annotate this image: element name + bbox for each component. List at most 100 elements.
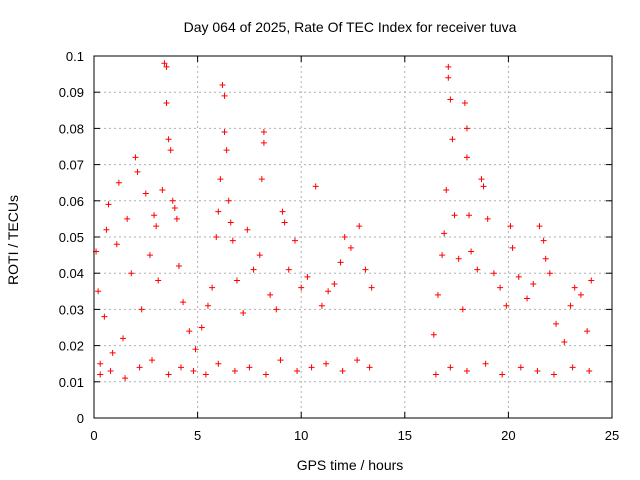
data-point bbox=[161, 60, 168, 67]
data-point bbox=[432, 371, 439, 378]
data-point bbox=[497, 284, 504, 291]
data-point bbox=[439, 252, 446, 259]
data-point bbox=[530, 281, 537, 288]
data-point bbox=[155, 277, 162, 284]
data-point bbox=[337, 259, 344, 266]
data-point bbox=[167, 147, 174, 154]
data-point bbox=[142, 190, 149, 197]
data-point bbox=[120, 335, 127, 342]
data-point bbox=[550, 371, 557, 378]
data-point bbox=[132, 154, 139, 161]
data-point bbox=[159, 186, 166, 193]
y-tick-label: 0.05 bbox=[59, 230, 84, 245]
x-tick-label: 25 bbox=[605, 428, 619, 443]
data-point bbox=[463, 154, 470, 161]
data-point bbox=[434, 291, 441, 298]
data-point bbox=[459, 306, 466, 313]
x-tick-label: 0 bbox=[90, 428, 97, 443]
data-point bbox=[209, 284, 216, 291]
data-point bbox=[175, 262, 182, 269]
data-point bbox=[466, 212, 473, 219]
data-point bbox=[490, 270, 497, 277]
data-point bbox=[260, 139, 267, 146]
data-point bbox=[507, 223, 514, 230]
data-point bbox=[146, 252, 153, 259]
x-tick-label: 10 bbox=[294, 428, 308, 443]
data-point bbox=[588, 277, 595, 284]
data-point bbox=[202, 371, 209, 378]
data-point bbox=[474, 266, 481, 273]
data-point bbox=[115, 179, 122, 186]
data-point bbox=[308, 364, 315, 371]
data-point bbox=[298, 284, 305, 291]
data-point bbox=[451, 212, 458, 219]
data-point bbox=[546, 270, 553, 277]
data-point bbox=[165, 136, 172, 143]
data-point bbox=[262, 371, 269, 378]
data-point bbox=[138, 306, 145, 313]
data-point bbox=[430, 331, 437, 338]
data-point bbox=[484, 215, 491, 222]
chart-title: Day 064 of 2025, Rate Of TEC Index for r… bbox=[184, 19, 517, 35]
data-point bbox=[443, 186, 450, 193]
x-axis: 0 5 10 15 20 25 bbox=[90, 56, 619, 443]
data-point bbox=[233, 277, 240, 284]
y-tick-label: 0.06 bbox=[59, 194, 84, 209]
data-point bbox=[198, 324, 205, 331]
data-point bbox=[221, 129, 228, 136]
x-tick-label: 20 bbox=[501, 428, 515, 443]
data-point bbox=[128, 270, 135, 277]
data-point bbox=[178, 364, 185, 371]
y-tick-label: 0.02 bbox=[59, 339, 84, 354]
data-point bbox=[468, 248, 475, 255]
data-point bbox=[260, 129, 267, 136]
data-point bbox=[291, 237, 298, 244]
data-point bbox=[480, 183, 487, 190]
data-point bbox=[204, 302, 211, 309]
data-point bbox=[124, 215, 131, 222]
data-point bbox=[561, 338, 568, 345]
data-point bbox=[225, 197, 232, 204]
data-point bbox=[281, 219, 288, 226]
data-point bbox=[122, 375, 129, 382]
data-point bbox=[312, 183, 319, 190]
data-point bbox=[515, 273, 522, 280]
data-point bbox=[586, 367, 593, 374]
data-point bbox=[215, 360, 222, 367]
data-point bbox=[217, 176, 224, 183]
data-point bbox=[149, 357, 156, 364]
data-point bbox=[368, 284, 375, 291]
data-point bbox=[499, 371, 506, 378]
data-point bbox=[250, 266, 257, 273]
data-point bbox=[219, 81, 226, 88]
data-points bbox=[93, 60, 595, 382]
data-point bbox=[553, 320, 560, 327]
data-point bbox=[221, 92, 228, 99]
data-point bbox=[180, 299, 187, 306]
data-point bbox=[169, 197, 176, 204]
data-point bbox=[227, 219, 234, 226]
data-point bbox=[503, 302, 510, 309]
data-point bbox=[304, 273, 311, 280]
data-point bbox=[447, 364, 454, 371]
y-tick-label: 0.01 bbox=[59, 375, 84, 390]
data-point bbox=[113, 241, 120, 248]
x-tick-label: 15 bbox=[398, 428, 412, 443]
data-point bbox=[577, 291, 584, 298]
data-point bbox=[171, 205, 178, 212]
data-point bbox=[366, 364, 373, 371]
data-point bbox=[105, 201, 112, 208]
data-point bbox=[517, 364, 524, 371]
grid bbox=[94, 56, 612, 418]
data-point bbox=[294, 367, 301, 374]
data-point bbox=[441, 230, 448, 237]
data-point bbox=[318, 302, 325, 309]
data-point bbox=[97, 371, 104, 378]
y-axis: 0 0.01 0.02 0.03 0.04 0.05 0.06 0.07 0.08 0.09 0.1 bbox=[59, 49, 612, 426]
data-point bbox=[540, 237, 547, 244]
y-tick-label: 0 bbox=[77, 411, 84, 426]
data-point bbox=[109, 349, 116, 356]
data-point bbox=[95, 288, 102, 295]
data-point bbox=[341, 234, 348, 240]
